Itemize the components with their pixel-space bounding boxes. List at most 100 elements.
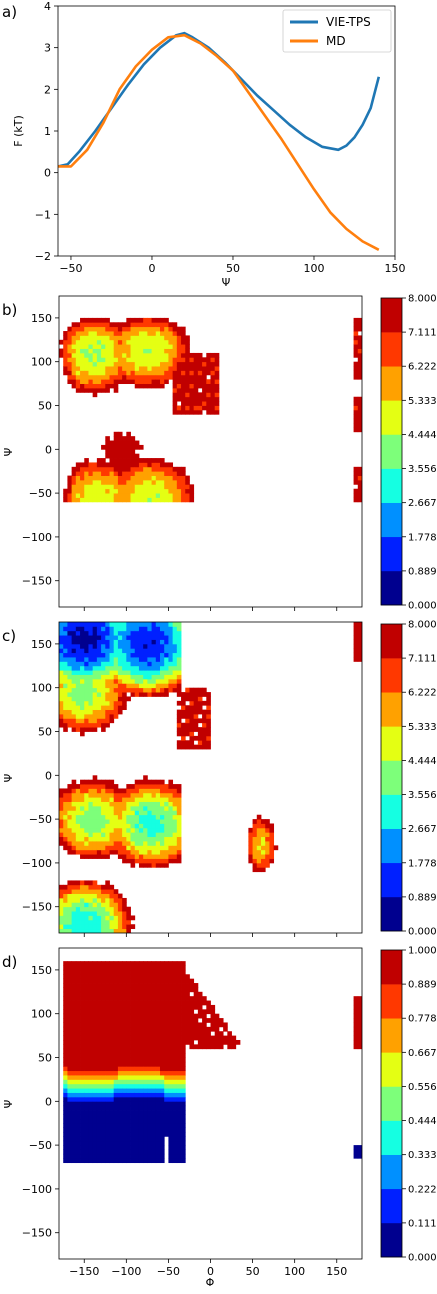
heatmap-cell	[105, 784, 110, 789]
heatmap-cell	[67, 1083, 73, 1089]
heatmap-cell	[252, 858, 258, 864]
heatmap-cell	[88, 1083, 94, 1089]
heatmap-cell	[181, 705, 186, 711]
heatmap-cell	[185, 713, 190, 719]
heatmap-cell	[168, 652, 174, 658]
heatmap-cell	[80, 1070, 85, 1076]
heatmap-cell	[75, 1013, 81, 1019]
heatmap-cell	[113, 622, 119, 627]
heatmap-cell	[88, 991, 94, 997]
heatmap-cell	[71, 915, 77, 921]
heatmap-cell	[75, 335, 81, 341]
heatmap-cell	[117, 322, 123, 328]
heatmap-cell	[109, 713, 115, 719]
y-tick-label: −2	[35, 250, 51, 263]
heatmap-cell	[84, 987, 89, 993]
heatmap-cell	[147, 466, 152, 472]
heatmap-cell	[117, 897, 123, 903]
heatmap-cell	[122, 1070, 127, 1076]
heatmap-cell	[109, 348, 115, 354]
heatmap-cell	[172, 479, 178, 485]
heatmap-cell	[147, 1004, 152, 1010]
heatmap-cell	[134, 352, 140, 358]
heatmap-cell	[155, 1039, 161, 1045]
heatmap-cell	[113, 1057, 119, 1063]
heatmap-cell	[71, 924, 77, 930]
heatmap-cell	[168, 841, 174, 846]
heatmap-cell	[71, 692, 77, 697]
heatmap-cell	[122, 475, 127, 481]
heatmap-cell	[109, 383, 115, 389]
heatmap-cell	[143, 665, 148, 671]
heatmap-cell	[126, 339, 131, 345]
heatmap-cell	[143, 1140, 148, 1146]
heatmap-cell	[71, 801, 77, 807]
heatmap-cell	[172, 1149, 178, 1155]
heatmap-cell	[63, 827, 68, 833]
heatmap-cell	[227, 1039, 232, 1045]
heatmap-cell	[138, 1000, 144, 1006]
heatmap-cell	[71, 1149, 77, 1155]
heatmap-cell	[160, 819, 165, 824]
heatmap-cell	[130, 978, 136, 984]
heatmap-cell	[63, 639, 68, 645]
heatmap-cell	[92, 718, 98, 724]
heatmap-cell	[357, 357, 362, 363]
heatmap-cell	[134, 1083, 140, 1089]
heatmap-cell	[151, 1101, 157, 1107]
heatmap-cell	[151, 1127, 157, 1133]
heatmap-cell	[88, 635, 94, 640]
heatmap-cell	[122, 652, 127, 658]
heatmap-cell	[122, 674, 127, 680]
heatmap-cell	[117, 965, 123, 971]
colorbar: 0.0000.8891.7782.6673.5564.4445.3336.222…	[380, 620, 437, 938]
heatmap-cell	[126, 1018, 131, 1023]
heatmap-cell	[92, 348, 98, 354]
heatmap-cell	[88, 897, 94, 903]
heatmap-cell	[134, 823, 140, 829]
heatmap-cell	[75, 991, 81, 997]
heatmap-cell	[256, 854, 262, 859]
heatmap-cell	[130, 805, 136, 811]
heatmap-cell	[117, 361, 123, 367]
heatmap-cell	[67, 665, 73, 671]
heatmap-cell	[67, 1075, 73, 1080]
y-tick-label: 100	[31, 356, 52, 369]
heatmap-cell	[96, 928, 102, 933]
heatmap-cell	[67, 1140, 73, 1146]
heatmap-cell	[168, 810, 174, 816]
y-tick-label: −150	[22, 901, 52, 914]
heatmap-cell	[202, 1026, 207, 1032]
heatmap-cell	[134, 374, 140, 380]
heatmap-cell	[138, 643, 144, 649]
heatmap-cell	[126, 370, 131, 376]
heatmap-cell	[63, 961, 68, 966]
heatmap-cell	[353, 1004, 359, 1010]
heatmap-cell	[155, 996, 161, 1001]
heatmap-cell	[59, 700, 64, 706]
heatmap-cell	[143, 639, 148, 645]
heatmap-cell	[88, 700, 94, 706]
heatmap-cell	[155, 1088, 161, 1093]
heatmap-cell	[75, 657, 81, 662]
heatmap-cell	[84, 801, 89, 807]
heatmap-cell	[109, 1118, 115, 1124]
heatmap-cell	[59, 889, 64, 894]
heatmap-cell	[109, 479, 115, 485]
heatmap-cell	[197, 996, 203, 1001]
heatmap-cell	[122, 1114, 127, 1120]
heatmap-cell	[88, 1105, 94, 1111]
heatmap-cell	[202, 1009, 207, 1015]
heatmap-cell	[126, 849, 131, 855]
heatmap-cell	[134, 453, 140, 459]
heatmap-cell	[353, 423, 359, 428]
heatmap-cell	[59, 893, 64, 899]
heatmap-cell	[164, 479, 169, 485]
heatmap-cell	[122, 322, 127, 328]
heatmap-cell	[197, 392, 203, 398]
heatmap-cell	[357, 1018, 362, 1023]
heatmap-cell	[138, 344, 144, 349]
heatmap-cell	[134, 1140, 140, 1146]
heatmap-cell	[256, 832, 262, 838]
heatmap-cell	[168, 1131, 174, 1137]
